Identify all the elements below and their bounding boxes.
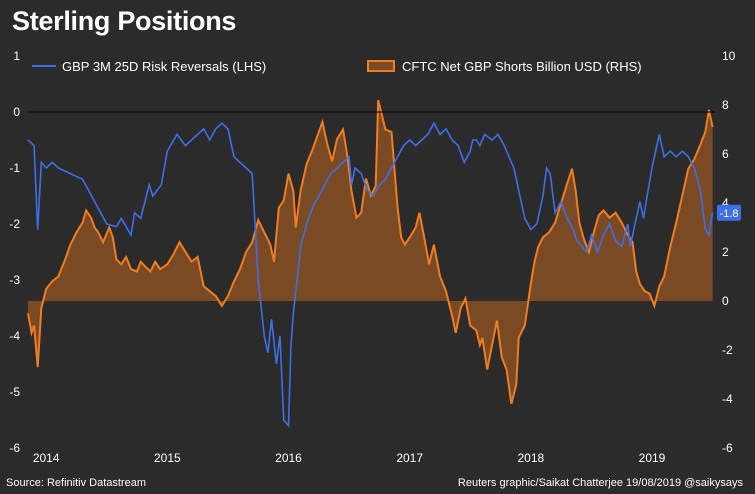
rhs-series-line (27, 99, 714, 405)
y-right-tick-label: 2 (722, 245, 729, 259)
rhs-area-fill (28, 100, 713, 404)
y-right-tick-label: -2 (722, 343, 733, 357)
y-right-tick-label: 0 (722, 294, 729, 308)
legend-lhs-label: GBP 3M 25D Risk Reversals (LHS) (62, 59, 266, 74)
y-left-tick-label: -3 (9, 273, 20, 287)
y-left-tick-label: -6 (9, 441, 20, 455)
legend-rhs-swatch (367, 60, 395, 72)
y-left-tick-label: -2 (9, 217, 20, 231)
y-left-tick-label: -4 (9, 329, 20, 343)
last-value-badge: -1.8 (717, 204, 741, 221)
x-tick-label: 2018 (517, 451, 544, 465)
y-right-tick-label: 6 (722, 147, 729, 161)
lhs-series-line (27, 121, 714, 428)
last-value-badge-box (717, 204, 741, 221)
x-tick-label: 2016 (275, 451, 302, 465)
y-left-tick-label: 0 (13, 105, 20, 119)
plot-area (27, 99, 715, 428)
x-tick-label: 2019 (639, 451, 666, 465)
credit-note: Reuters graphic/Saikat Chatterjee 19/08/… (457, 477, 743, 489)
y-right-tick-label: -6 (722, 441, 733, 455)
y-right-axis: 10 8 6 4 2 0 -2 -4 -6 (722, 49, 736, 455)
y-left-tick-label: -5 (9, 385, 20, 399)
y-right-tick-label: 4 (722, 196, 729, 210)
last-value-label: -1.8 (720, 208, 739, 220)
chart-title: Sterling Positions (12, 6, 237, 36)
x-axis: 2014 2015 2016 2017 2018 2019 (33, 451, 666, 465)
x-tick-label: 2014 (33, 451, 60, 465)
x-tick-label: 2015 (154, 451, 181, 465)
y-left-tick-label: 1 (13, 49, 20, 63)
y-right-tick-label: 10 (722, 49, 736, 63)
legend: GBP 3M 25D Risk Reversals (LHS) CFTC Net… (32, 59, 642, 74)
y-left-tick-label: -1 (9, 161, 20, 175)
legend-rhs-label: CFTC Net GBP Shorts Billion USD (RHS) (402, 59, 642, 74)
x-tick-label: 2017 (396, 451, 423, 465)
y-left-axis: 1 0 -1 -2 -3 -4 -5 -6 (9, 49, 20, 455)
y-right-tick-label: 8 (722, 98, 729, 112)
source-note: Source: Refinitiv Datastream (6, 477, 146, 489)
y-right-tick-label: -4 (722, 392, 733, 406)
